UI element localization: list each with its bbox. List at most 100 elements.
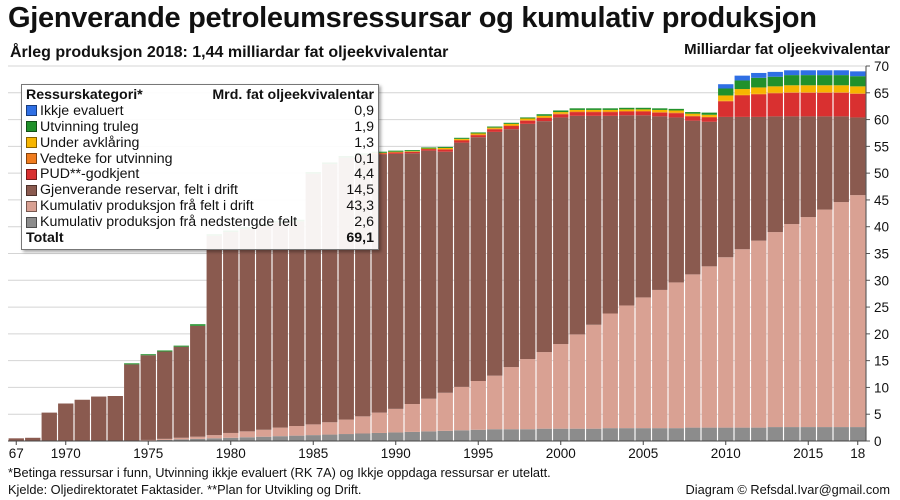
bar-segment xyxy=(685,113,701,116)
bar-segment xyxy=(751,427,767,441)
bar-segment xyxy=(239,228,255,432)
bar-segment xyxy=(140,439,156,441)
bar-segment xyxy=(833,75,849,86)
legend-item-value: 2,6 xyxy=(354,214,374,231)
x-tick-label: 1970 xyxy=(51,446,81,461)
bar-segment xyxy=(668,112,684,114)
x-tick-label: 18 xyxy=(850,446,865,461)
bar-segment xyxy=(751,240,767,428)
bar-segment xyxy=(206,435,222,439)
bar-segment xyxy=(256,436,272,441)
bar-segment xyxy=(190,324,206,326)
bar-segment xyxy=(569,334,585,429)
y-tick-label: 15 xyxy=(874,354,889,369)
bar-segment xyxy=(817,92,833,117)
legend-swatch xyxy=(26,137,37,149)
legend-header: Ressurskategori* Mrd. fat oljeekvivalent… xyxy=(26,87,374,103)
bar-segment xyxy=(800,116,816,218)
bar-segment xyxy=(784,92,800,93)
bar-segment xyxy=(8,438,24,441)
y-tick-label: 65 xyxy=(874,86,889,101)
bar-segment xyxy=(487,129,503,132)
bar-segment xyxy=(157,350,173,352)
bar-segment xyxy=(833,85,849,93)
credit: Diagram © Refsdal.Ivar@gmail.com xyxy=(685,482,890,497)
bar-segment xyxy=(487,375,503,430)
bar-segment xyxy=(503,429,519,441)
x-tick-label: 1975 xyxy=(133,446,163,461)
legend-header-value: Mrd. fat oljeekvivalentar xyxy=(212,86,374,103)
bar-segment xyxy=(454,139,470,141)
bar-segment xyxy=(701,116,717,118)
y-tick-label: 60 xyxy=(874,113,889,128)
bar-segment xyxy=(602,428,618,441)
bar-segment xyxy=(140,355,156,440)
bar-segment xyxy=(586,109,602,112)
bar-segment xyxy=(635,107,651,110)
legend-item: Under avklåring 1,3 xyxy=(26,135,374,151)
bar-segment xyxy=(833,92,849,117)
bar-segment xyxy=(784,92,800,117)
bar-segment xyxy=(206,438,222,441)
bar-segment xyxy=(421,431,437,441)
bar-segment xyxy=(305,424,321,436)
bar-segment xyxy=(569,112,585,116)
legend-swatch xyxy=(26,168,37,180)
bar-segment xyxy=(421,150,437,399)
bar-segment xyxy=(668,282,684,429)
legend-swatch xyxy=(26,200,37,212)
bar-segment xyxy=(338,419,354,435)
bar-segment xyxy=(586,112,602,116)
bar-segment xyxy=(289,426,305,436)
bar-segment xyxy=(553,428,569,441)
bar-segment xyxy=(454,137,470,139)
bar-segment xyxy=(718,116,734,258)
bar-segment xyxy=(305,435,321,441)
bar-segment xyxy=(718,84,734,89)
bar-segment xyxy=(586,324,602,429)
legend-header-label: Ressurskategori* xyxy=(26,86,143,103)
bar-segment xyxy=(734,75,750,81)
legend-total-value: 69,1 xyxy=(346,229,374,246)
bar-segment xyxy=(668,108,684,111)
bar-segment xyxy=(734,89,750,95)
bar-segment xyxy=(668,113,684,118)
bar-segment xyxy=(404,431,420,441)
bar-segment xyxy=(619,109,635,111)
bar-segment xyxy=(470,429,486,441)
bar-segment xyxy=(635,109,651,111)
bar-segment xyxy=(833,92,849,93)
legend-swatch xyxy=(26,216,37,228)
bar-segment xyxy=(619,115,635,306)
bar-segment xyxy=(751,94,767,117)
bar-segment xyxy=(437,149,453,150)
bar-segment xyxy=(602,313,618,429)
bar-segment xyxy=(569,109,585,112)
bar-segment xyxy=(206,235,222,436)
bar-segment xyxy=(652,108,668,110)
bar-segment xyxy=(668,110,684,113)
bar-segment xyxy=(602,109,618,112)
bar-segment xyxy=(503,367,519,430)
legend-item-value: 1,3 xyxy=(354,134,374,151)
bar-segment xyxy=(685,120,701,275)
legend-item-value: 4,4 xyxy=(354,166,374,183)
bar-segment xyxy=(569,108,585,110)
bar-segment xyxy=(536,114,552,116)
legend-item: Utvinning truleg 1,9 xyxy=(26,119,374,135)
bar-segment xyxy=(586,111,602,113)
bar-segment xyxy=(668,117,684,283)
legend-swatch xyxy=(26,121,37,133)
bar-segment xyxy=(190,436,206,439)
bar-segment xyxy=(635,115,651,298)
bar-segment xyxy=(850,117,866,196)
legend-item-value: 0,1 xyxy=(354,150,374,167)
legend-item-value: 1,9 xyxy=(354,118,374,135)
y-tick-label: 50 xyxy=(874,166,889,181)
bar-segment xyxy=(454,140,470,143)
bar-segment xyxy=(619,428,635,441)
bar-segment xyxy=(157,438,173,440)
page-title: Gjenverande petroleumsressursar og kumul… xyxy=(8,2,817,34)
legend-swatch xyxy=(26,105,37,117)
bar-segment xyxy=(619,111,635,112)
